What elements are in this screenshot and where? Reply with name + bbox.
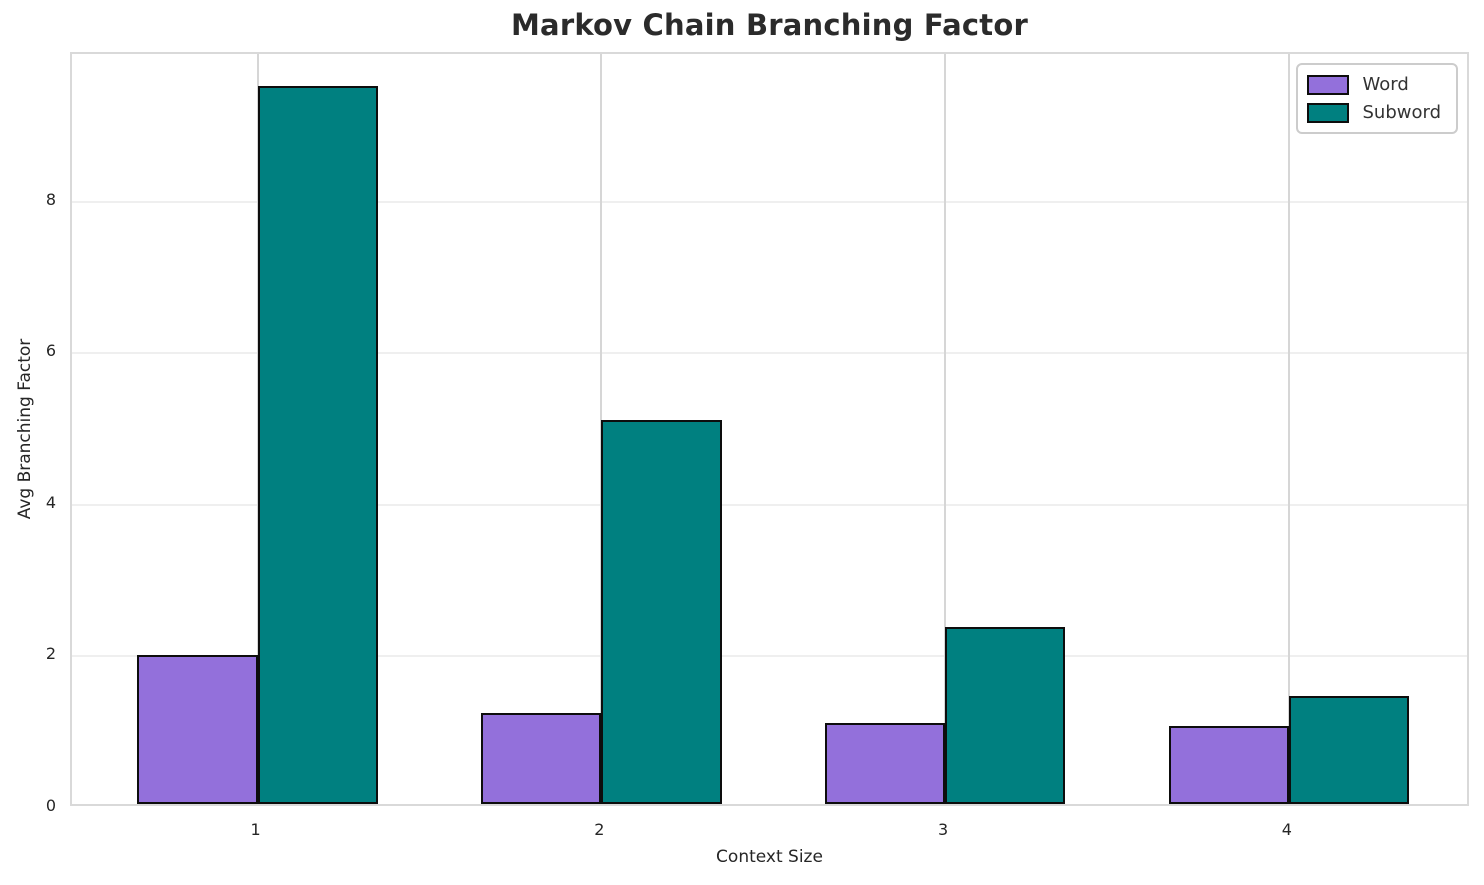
y-tick-label: 2 — [45, 644, 56, 664]
chart-title: Markov Chain Branching Factor — [511, 8, 1028, 42]
bar-subword-3 — [945, 626, 1066, 804]
legend-swatch-word — [1307, 74, 1350, 95]
legend-label: Word — [1362, 74, 1409, 95]
bar-subword-4 — [1288, 695, 1410, 804]
legend: Word Subword — [1296, 63, 1458, 134]
legend-swatch-subword — [1307, 102, 1350, 123]
x-tick-label: 1 — [250, 820, 261, 839]
horizontal-gridline — [72, 200, 1467, 203]
x-tick-label: 4 — [1281, 820, 1292, 839]
x-tick-label: 2 — [594, 820, 605, 839]
y-tick-label: 0 — [45, 796, 56, 815]
vertical-gridline — [1287, 54, 1290, 804]
y-tick-label: 4 — [45, 492, 56, 512]
bar-word-4 — [1168, 725, 1289, 804]
bar-word-3 — [824, 722, 946, 804]
bar-subword-1 — [257, 86, 378, 804]
plot-area: Word Subword — [70, 52, 1469, 806]
horizontal-gridline — [72, 655, 1467, 658]
x-axis-label: Context Size — [716, 847, 823, 867]
bar-word-1 — [137, 654, 258, 804]
horizontal-gridline — [72, 503, 1467, 506]
horizontal-gridline — [72, 352, 1467, 355]
bar-subword-2 — [601, 419, 722, 804]
legend-item-word: Word — [1307, 74, 1441, 95]
y-tick-label: 6 — [45, 341, 56, 361]
bar-word-2 — [481, 713, 602, 804]
legend-label: Subword — [1362, 102, 1441, 123]
vertical-gridline — [944, 54, 947, 804]
legend-item-subword: Subword — [1307, 102, 1441, 123]
x-tick-label: 3 — [937, 820, 949, 839]
y-tick-label: 8 — [45, 189, 56, 209]
